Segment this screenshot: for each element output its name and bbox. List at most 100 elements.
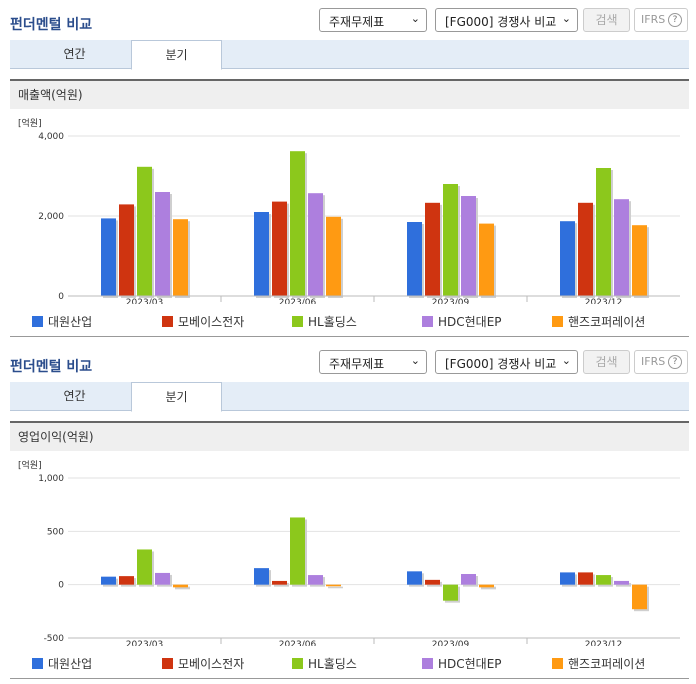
legend-item-1[interactable]: 모베이스전자 <box>162 313 244 330</box>
bar-3-3[interactable] <box>614 199 629 296</box>
fundamental-section-1: 펀더멘털 비교 주재무제표 ⌄ [FG000] 경쟁사 비교 ⌄ 검색 IFRS… <box>0 0 696 340</box>
x-tick-label: 2023/12 <box>585 298 622 304</box>
peer-group-value: [FG000] 경쟁사 비교 <box>445 15 557 29</box>
bar-0-2[interactable] <box>407 571 422 585</box>
bar-1-2[interactable] <box>425 579 440 585</box>
bar-1-1[interactable] <box>272 201 287 296</box>
legend-swatch <box>162 658 173 669</box>
bar-2-3[interactable] <box>596 575 611 585</box>
bar-3-0[interactable] <box>155 572 170 585</box>
bar-0-3[interactable] <box>560 221 575 296</box>
legend-item-4[interactable]: 핸즈코퍼레이션 <box>552 655 645 672</box>
tab-quarterly[interactable]: 분기 <box>131 382 222 412</box>
bar-3-0[interactable] <box>155 192 170 296</box>
y-tick-label: 4,000 <box>38 132 64 142</box>
ifrs-label: IFRS <box>641 13 666 26</box>
bar-4-1[interactable] <box>326 584 341 587</box>
bar-0-1[interactable] <box>254 212 269 296</box>
legend-item-2[interactable]: HL홀딩스 <box>292 655 357 672</box>
bar-4-2[interactable] <box>479 584 494 588</box>
peer-group-select[interactable]: [FG000] 경쟁사 비교 ⌄ <box>435 350 578 374</box>
y-unit-label: [억원] <box>18 117 42 129</box>
legend-label: 모베이스전자 <box>178 315 245 329</box>
legend-label: 대원산업 <box>48 315 93 329</box>
operating-profit-chart: [억원] -500 0 500 1,000 2023/03 2023/06 2023/09 20… <box>18 459 680 646</box>
legend-item-2[interactable]: HL홀딩스 <box>292 313 357 330</box>
legend-label: 핸즈코퍼레이션 <box>568 315 646 329</box>
bar-1-0[interactable] <box>119 204 134 296</box>
bar-1-0[interactable] <box>119 576 134 585</box>
legend-swatch <box>422 316 433 327</box>
legend-swatch <box>32 658 43 669</box>
peer-group-select[interactable]: [FG000] 경쟁사 비교 ⌄ <box>435 8 578 32</box>
bar-shadow <box>274 582 289 587</box>
bar-0-0[interactable] <box>101 218 116 296</box>
bar-4-0[interactable] <box>173 219 188 296</box>
bar-1-1[interactable] <box>272 580 287 585</box>
legend-item-0[interactable]: 대원산업 <box>32 313 92 330</box>
legend-item-3[interactable]: HDC현대EP <box>422 313 502 330</box>
chevron-down-icon: ⌄ <box>561 12 571 25</box>
legend-item-1[interactable]: 모베이스전자 <box>162 655 244 672</box>
bar-2-2[interactable] <box>443 184 458 296</box>
statement-type-select[interactable]: 주재무제표 ⌄ <box>319 350 427 374</box>
bar-3-1[interactable] <box>308 193 323 296</box>
ifrs-help-button[interactable]: IFRS ? <box>634 8 688 32</box>
x-tick-label: 2023/06 <box>279 640 317 646</box>
bar-3-1[interactable] <box>308 575 323 585</box>
legend-swatch <box>292 316 303 327</box>
chevron-down-icon: ⌄ <box>410 12 420 25</box>
statement-type-select[interactable]: 주재무제표 ⌄ <box>319 8 427 32</box>
bar-4-0[interactable] <box>173 584 188 588</box>
x-tick-label: 2023/06 <box>279 298 317 304</box>
bar-4-2[interactable] <box>479 223 494 296</box>
bar-2-1[interactable] <box>290 517 305 585</box>
bar-2-1[interactable] <box>290 151 305 296</box>
bar-3-2[interactable] <box>461 196 476 296</box>
y-unit-label: [억원] <box>18 459 42 471</box>
x-tick-label: 2023/09 <box>432 298 470 304</box>
tab-annual[interactable]: 연간 <box>63 389 86 403</box>
question-icon: ? <box>668 355 682 369</box>
tab-annual[interactable]: 연간 <box>63 47 86 61</box>
bar-0-0[interactable] <box>101 576 116 585</box>
legend-label: HL홀딩스 <box>308 315 357 329</box>
search-button[interactable]: 검색 <box>583 350 630 374</box>
bar-shadow <box>328 586 343 589</box>
legend-swatch <box>422 658 433 669</box>
bar-1-3[interactable] <box>578 202 593 296</box>
legend-item-0[interactable]: 대원산업 <box>32 655 92 672</box>
bar-3-2[interactable] <box>461 574 476 585</box>
bar-shadow <box>481 586 496 590</box>
period-tabs: 연간 분기 <box>10 40 689 70</box>
bar-0-2[interactable] <box>407 222 422 296</box>
bar-2-0[interactable] <box>137 166 152 296</box>
legend-item-4[interactable]: 핸즈코퍼레이션 <box>552 313 645 330</box>
tab-quarterly[interactable]: 분기 <box>131 40 222 70</box>
ifrs-label: IFRS <box>641 355 666 368</box>
bar-1-2[interactable] <box>425 202 440 296</box>
bar-2-3[interactable] <box>596 168 611 296</box>
chart-title: 영업이익(억원) <box>10 421 689 451</box>
y-tick-label: 500 <box>47 527 64 537</box>
legend-item-3[interactable]: HDC현대EP <box>422 655 502 672</box>
bar-2-2[interactable] <box>443 584 458 601</box>
bar-4-3[interactable] <box>632 225 647 296</box>
y-tick-label: 1,000 <box>38 474 64 484</box>
ifrs-help-button[interactable]: IFRS ? <box>634 350 688 374</box>
legend-label: 모베이스전자 <box>178 657 245 671</box>
statement-type-value: 주재무제표 <box>329 357 385 371</box>
bar-1-3[interactable] <box>578 572 593 585</box>
chevron-down-icon: ⌄ <box>561 354 571 367</box>
question-icon: ? <box>668 13 682 27</box>
bar-4-3[interactable] <box>632 584 647 610</box>
bar-0-1[interactable] <box>254 568 269 585</box>
legend-swatch <box>552 658 563 669</box>
bar-0-3[interactable] <box>560 572 575 585</box>
search-button[interactable]: 검색 <box>583 8 630 32</box>
legend-swatch <box>32 316 43 327</box>
x-tick-label: 2023/03 <box>126 298 163 304</box>
bar-4-1[interactable] <box>326 216 341 296</box>
bar-3-3[interactable] <box>614 580 629 585</box>
bar-2-0[interactable] <box>137 549 152 585</box>
